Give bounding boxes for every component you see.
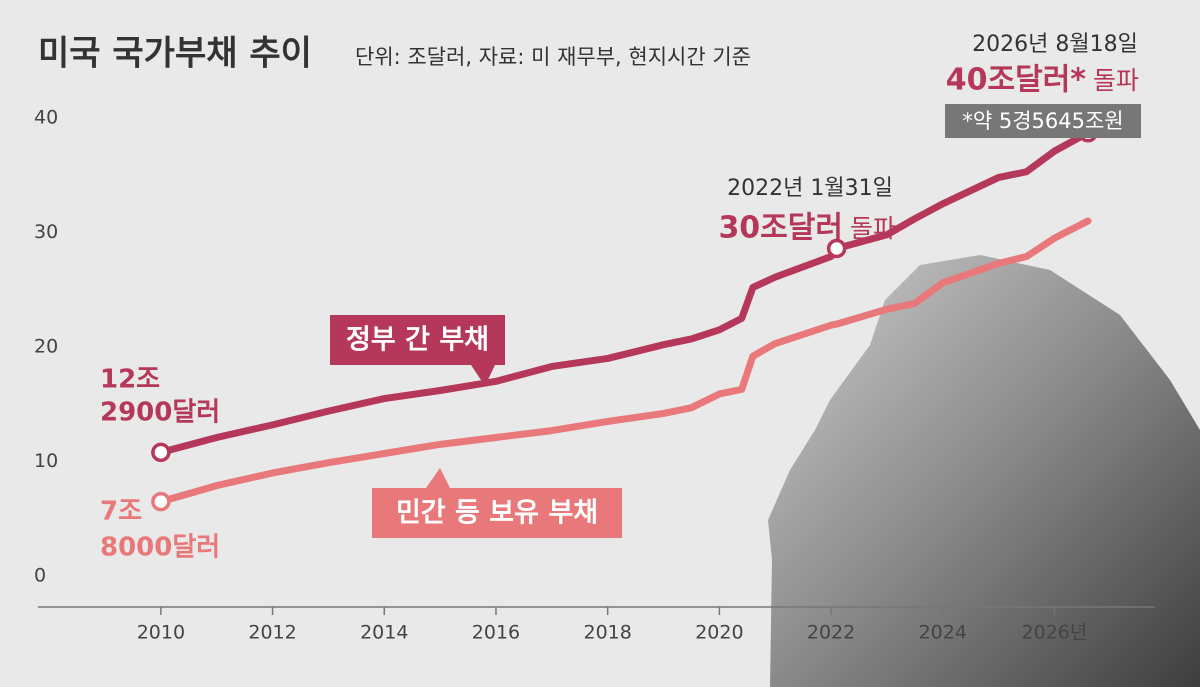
legend-label: 민간 등 보유 부채: [396, 498, 598, 529]
x-tick-label: 2018: [583, 622, 631, 644]
annotation: 2022년 1월31일: [727, 176, 893, 201]
series-label-box: [330, 315, 505, 365]
y-tick-label: 0: [34, 565, 46, 587]
series-line: [157, 217, 1092, 506]
series-label-pointer: [471, 365, 495, 386]
series-label-pointer: [426, 468, 450, 488]
chart-subtitle: 단위: 조달러, 자료: 미 재무부, 현지시간 기준: [355, 45, 751, 69]
annotation: 2900달러: [100, 398, 220, 428]
x-tick-label: 2016: [472, 622, 520, 644]
point-marker: [151, 442, 171, 463]
annotation: 돌파: [1093, 66, 1139, 95]
series-label-box: [372, 488, 622, 538]
x-tick-label: 2014: [360, 622, 408, 644]
y-tick-label: 10: [34, 450, 58, 472]
annotation: 7조: [100, 497, 142, 527]
annotation: 2026년 8월18일: [972, 32, 1138, 57]
x-tick-label: 2012: [248, 622, 296, 644]
annotation: 30조달러: [718, 211, 843, 246]
legend-label: 정부 간 부채: [346, 325, 489, 356]
x-tick-label: 2010: [137, 622, 185, 644]
annotation: 8000달러: [100, 533, 220, 563]
y-tick-label: 20: [34, 335, 58, 357]
annotation: 12조: [100, 365, 160, 395]
annotation: 40조달러*: [946, 63, 1087, 98]
point-marker: [151, 491, 171, 512]
annotation: 돌파: [850, 214, 896, 243]
x-tick-label: 2022: [807, 622, 855, 644]
x-tick-label: 2024: [919, 622, 967, 644]
chart-title: 미국 국가부채 추이: [38, 34, 312, 74]
series-line: [157, 129, 1092, 456]
x-tick-label: 2026년: [1022, 622, 1088, 644]
y-tick-label: 30: [34, 221, 58, 243]
annotation: *약 5경5645조원: [962, 109, 1123, 133]
note-box: [945, 104, 1141, 138]
point-marker: [826, 238, 847, 259]
x-tick-label: 2020: [695, 622, 743, 644]
photo-silhouette: [768, 255, 1200, 687]
y-tick-label: 40: [34, 106, 58, 128]
